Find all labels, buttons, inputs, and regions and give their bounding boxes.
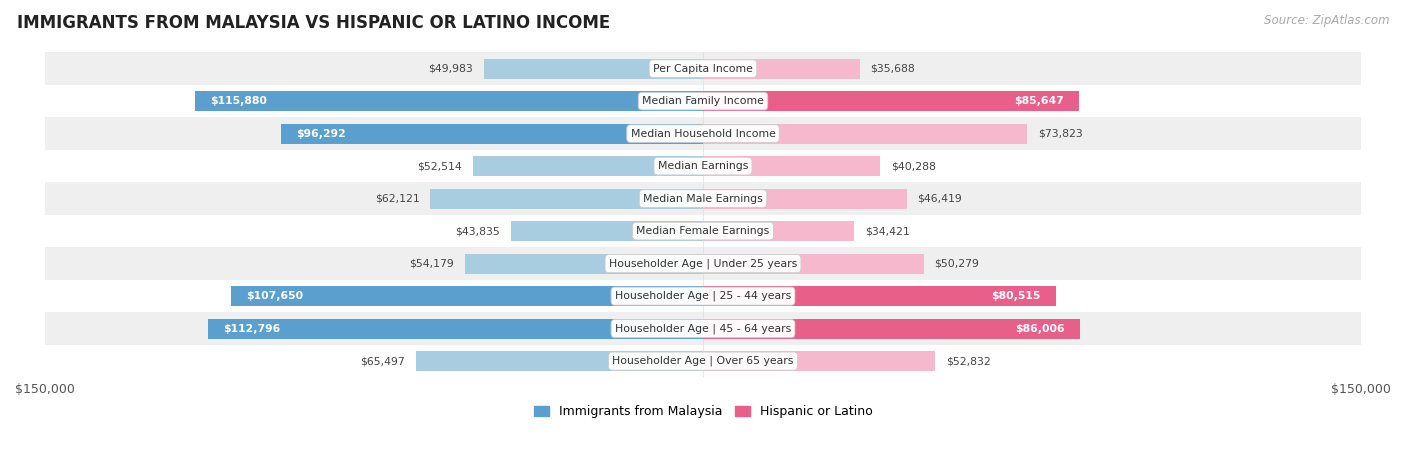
Text: Median Family Income: Median Family Income [643,96,763,106]
Bar [703,91,1078,111]
Text: $65,497: $65,497 [360,356,405,366]
Text: $73,823: $73,823 [1038,128,1083,139]
Text: $115,880: $115,880 [209,96,267,106]
Text: Householder Age | Under 25 years: Householder Age | Under 25 years [609,258,797,269]
Bar [45,150,1361,182]
Bar [703,221,853,241]
Bar [484,58,703,78]
Bar [45,117,1361,150]
Text: Householder Age | 45 - 64 years: Householder Age | 45 - 64 years [614,323,792,334]
Bar [45,215,1361,248]
Text: Median Female Earnings: Median Female Earnings [637,226,769,236]
Text: IMMIGRANTS FROM MALAYSIA VS HISPANIC OR LATINO INCOME: IMMIGRANTS FROM MALAYSIA VS HISPANIC OR … [17,14,610,32]
Legend: Immigrants from Malaysia, Hispanic or Latino: Immigrants from Malaysia, Hispanic or La… [529,400,877,423]
Text: Median Earnings: Median Earnings [658,161,748,171]
Bar [703,58,859,78]
Text: $49,983: $49,983 [427,64,472,74]
Bar [703,286,1056,306]
Bar [703,189,907,209]
Text: $52,514: $52,514 [418,161,461,171]
Text: Median Household Income: Median Household Income [630,128,776,139]
Text: Source: ZipAtlas.com: Source: ZipAtlas.com [1264,14,1389,27]
Text: $96,292: $96,292 [295,128,346,139]
Bar [208,318,703,339]
Bar [45,345,1361,377]
Text: $35,688: $35,688 [870,64,915,74]
Text: $46,419: $46,419 [918,194,962,204]
Text: $34,421: $34,421 [865,226,910,236]
Bar [703,318,1080,339]
Bar [430,189,703,209]
Text: $40,288: $40,288 [891,161,935,171]
Bar [510,221,703,241]
Bar [472,156,703,176]
Bar [194,91,703,111]
Bar [281,124,703,144]
Bar [416,351,703,371]
Text: Per Capita Income: Per Capita Income [652,64,754,74]
Bar [45,312,1361,345]
Bar [703,156,880,176]
Bar [465,254,703,274]
Text: $43,835: $43,835 [456,226,499,236]
Bar [45,85,1361,117]
Bar [45,248,1361,280]
Text: $112,796: $112,796 [224,324,281,333]
Text: $80,515: $80,515 [991,291,1040,301]
Bar [703,351,935,371]
Text: $54,179: $54,179 [409,259,454,269]
Text: Householder Age | 25 - 44 years: Householder Age | 25 - 44 years [614,291,792,301]
Text: $50,279: $50,279 [935,259,980,269]
Text: Householder Age | Over 65 years: Householder Age | Over 65 years [612,356,794,367]
Text: $85,647: $85,647 [1014,96,1063,106]
Text: $52,832: $52,832 [946,356,990,366]
Text: Median Male Earnings: Median Male Earnings [643,194,763,204]
Bar [231,286,703,306]
Bar [703,254,924,274]
Bar [45,182,1361,215]
Text: $86,006: $86,006 [1015,324,1064,333]
Bar [45,52,1361,85]
Bar [703,124,1026,144]
Bar [45,280,1361,312]
Text: $62,121: $62,121 [375,194,419,204]
Text: $107,650: $107,650 [246,291,304,301]
